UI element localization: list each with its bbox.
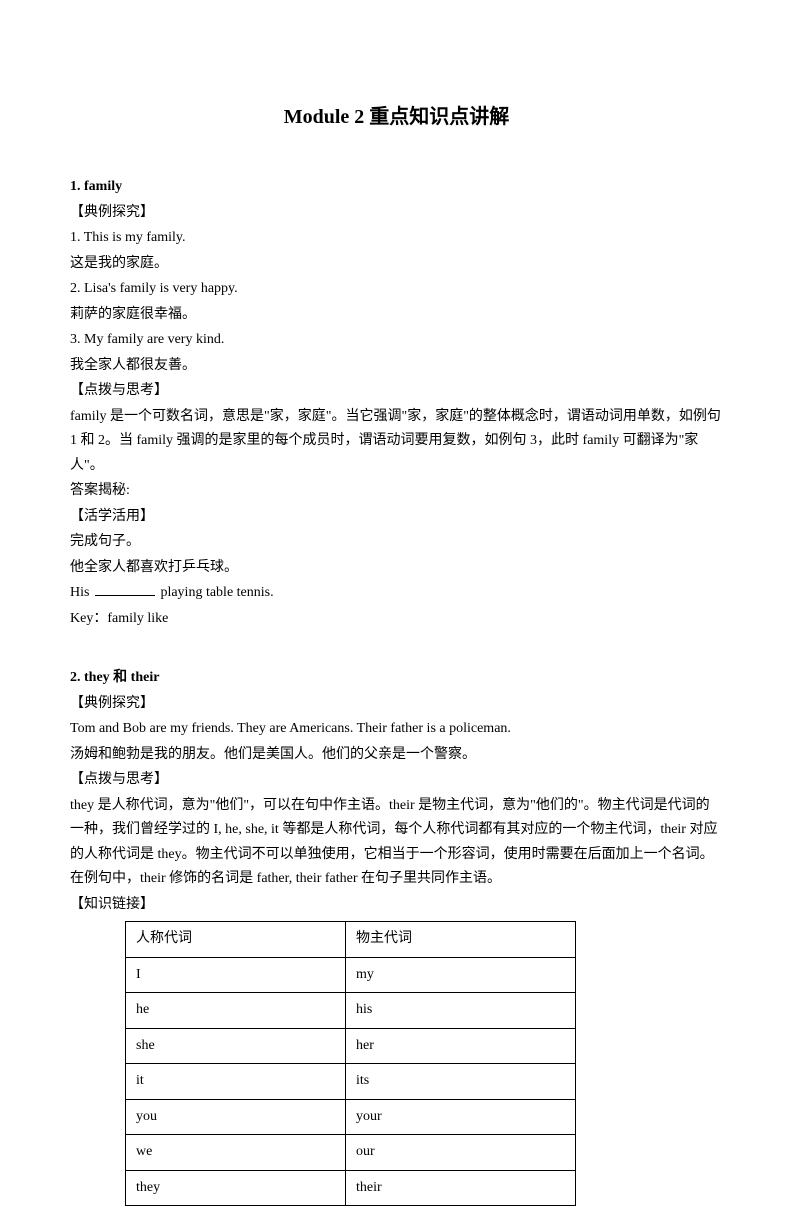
section2-ex1-zh: 汤姆和鲍勃是我的朋友。他们是美国人。他们的父亲是一个警察。	[70, 743, 723, 768]
section1-practice-en: His playing table tennis.	[70, 581, 723, 606]
section1-example-label: 【典例探究】	[70, 201, 723, 226]
section1-ex2-en: 2. Lisa's family is very happy.	[70, 277, 723, 302]
table-row: she her	[126, 1028, 576, 1064]
section1-answer-label: 答案揭秘:	[70, 479, 723, 504]
table-cell: you	[126, 1099, 346, 1135]
table-row: I my	[126, 957, 576, 993]
table-cell: our	[346, 1135, 576, 1171]
pronoun-table: 人称代词 物主代词 I my he his she her it its you…	[125, 921, 576, 1206]
table-cell: her	[346, 1028, 576, 1064]
practice-en-before: His	[70, 585, 93, 600]
fill-blank	[95, 582, 155, 596]
practice-en-after: playing table tennis.	[157, 585, 274, 600]
section2-heading: 2. they 和 their	[70, 666, 723, 691]
section1-practice-intro: 完成句子。	[70, 530, 723, 555]
table-header-cell: 物主代词	[346, 922, 576, 958]
section2-hint-label: 【点拨与思考】	[70, 768, 723, 793]
table-cell: he	[126, 993, 346, 1029]
section1-hint-label: 【点拨与思考】	[70, 379, 723, 404]
table-cell: we	[126, 1135, 346, 1171]
section1-practice-label: 【活学活用】	[70, 505, 723, 530]
table-cell: it	[126, 1064, 346, 1100]
section1-ex2-zh: 莉萨的家庭很幸福。	[70, 303, 723, 328]
table-header-cell: 人称代词	[126, 922, 346, 958]
table-cell: its	[346, 1064, 576, 1100]
section2-hint-text: they 是人称代词，意为"他们"，可以在句中作主语。their 是物主代词，意…	[70, 794, 723, 892]
page-title: Module 2 重点知识点讲解	[70, 100, 723, 135]
section1-ex3-zh: 我全家人都很友善。	[70, 354, 723, 379]
section1-key: Key：family like	[70, 607, 723, 632]
table-cell: your	[346, 1099, 576, 1135]
table-row: 人称代词 物主代词	[126, 922, 576, 958]
table-row: it its	[126, 1064, 576, 1100]
section2-link-label: 【知识链接】	[70, 893, 723, 918]
table-row: you your	[126, 1099, 576, 1135]
table-cell: their	[346, 1170, 576, 1206]
table-cell: I	[126, 957, 346, 993]
section1-ex1-en: 1. This is my family.	[70, 226, 723, 251]
table-row: they their	[126, 1170, 576, 1206]
table-row: he his	[126, 993, 576, 1029]
section1-hint-text: family 是一个可数名词，意思是"家，家庭"。当它强调"家，家庭"的整体概念…	[70, 405, 723, 479]
section1-practice-zh: 他全家人都喜欢打乒乓球。	[70, 556, 723, 581]
section1-ex3-en: 3. My family are very kind.	[70, 328, 723, 353]
section1-heading: 1. family	[70, 175, 723, 200]
section2-ex1-en: Tom and Bob are my friends. They are Ame…	[70, 717, 723, 742]
table-cell: they	[126, 1170, 346, 1206]
section2-example-label: 【典例探究】	[70, 692, 723, 717]
table-cell: his	[346, 993, 576, 1029]
table-row: we our	[126, 1135, 576, 1171]
table-cell: my	[346, 957, 576, 993]
section1-ex1-zh: 这是我的家庭。	[70, 252, 723, 277]
table-cell: she	[126, 1028, 346, 1064]
